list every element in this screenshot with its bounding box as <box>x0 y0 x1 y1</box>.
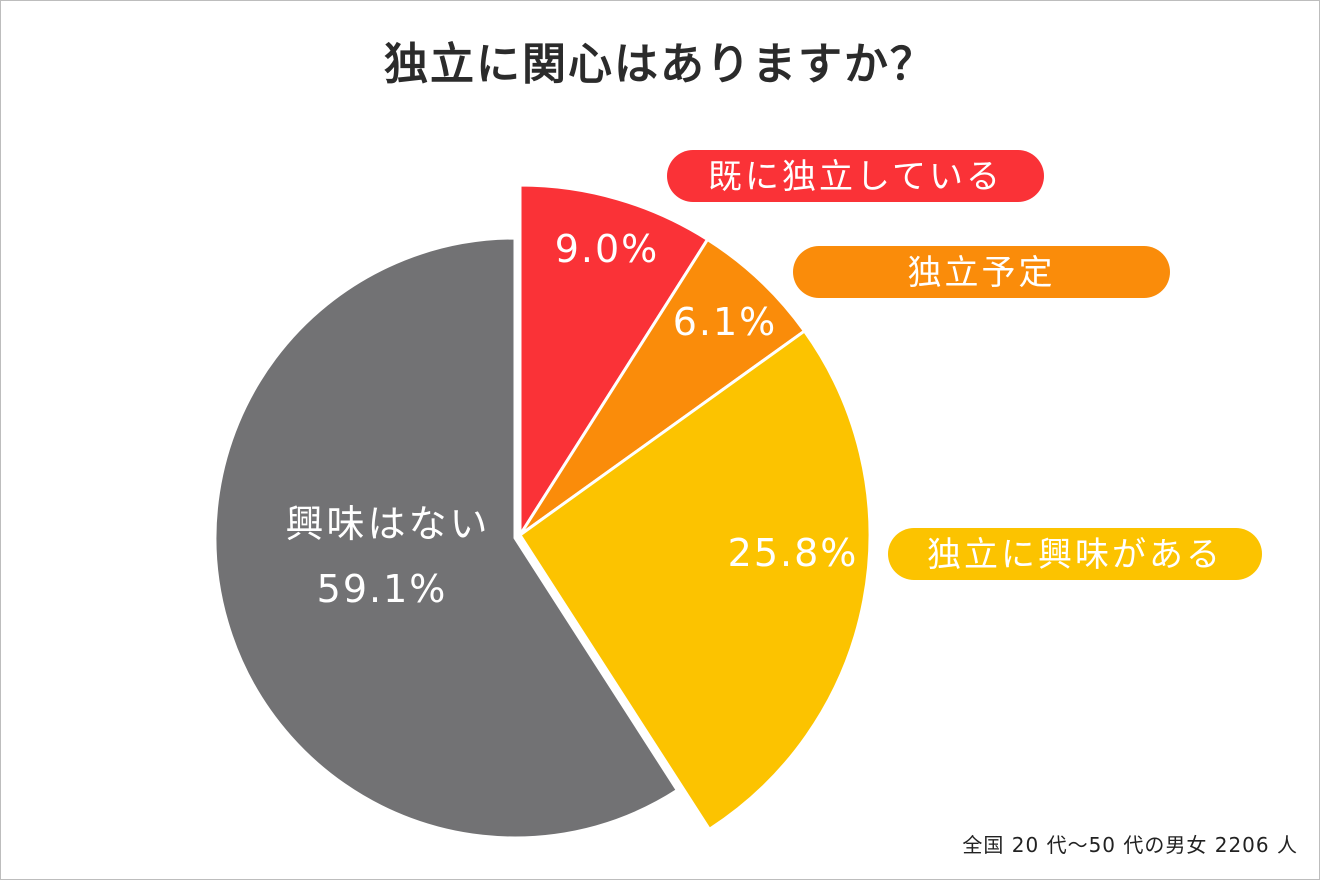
value-label-2: 6.1% <box>673 300 778 344</box>
value-label-3: 25.8% <box>728 531 859 575</box>
legend-pill-bg-1 <box>667 150 1044 202</box>
chart-title: 独立に関心はありますか？ <box>384 39 936 90</box>
pie-slice-4 <box>213 236 679 840</box>
value-label-4: 59.1% <box>317 567 448 611</box>
legend-pill-3: 独立に興味がある <box>888 528 1262 580</box>
legend-pill-1: 既に独立している <box>667 150 1044 202</box>
pie-slice-1 <box>518 183 710 537</box>
legend-label-1: 既に独立している <box>708 157 1003 197</box>
legend-pill-bg-2 <box>793 246 1170 298</box>
footnote: 全国 20 代〜50 代の男女 2206 人 <box>962 833 1298 857</box>
pie-slice-2 <box>518 237 806 537</box>
legend-label-2: 独立予定 <box>908 253 1056 293</box>
legend-label-3: 独立に興味がある <box>927 535 1223 575</box>
category-label-4: 興味はない <box>285 502 490 546</box>
legend-pill-2: 独立予定 <box>793 246 1170 298</box>
legend-pill-bg-3 <box>888 528 1262 580</box>
value-label-1: 9.0% <box>555 227 660 271</box>
pie-slice-3 <box>518 329 872 831</box>
